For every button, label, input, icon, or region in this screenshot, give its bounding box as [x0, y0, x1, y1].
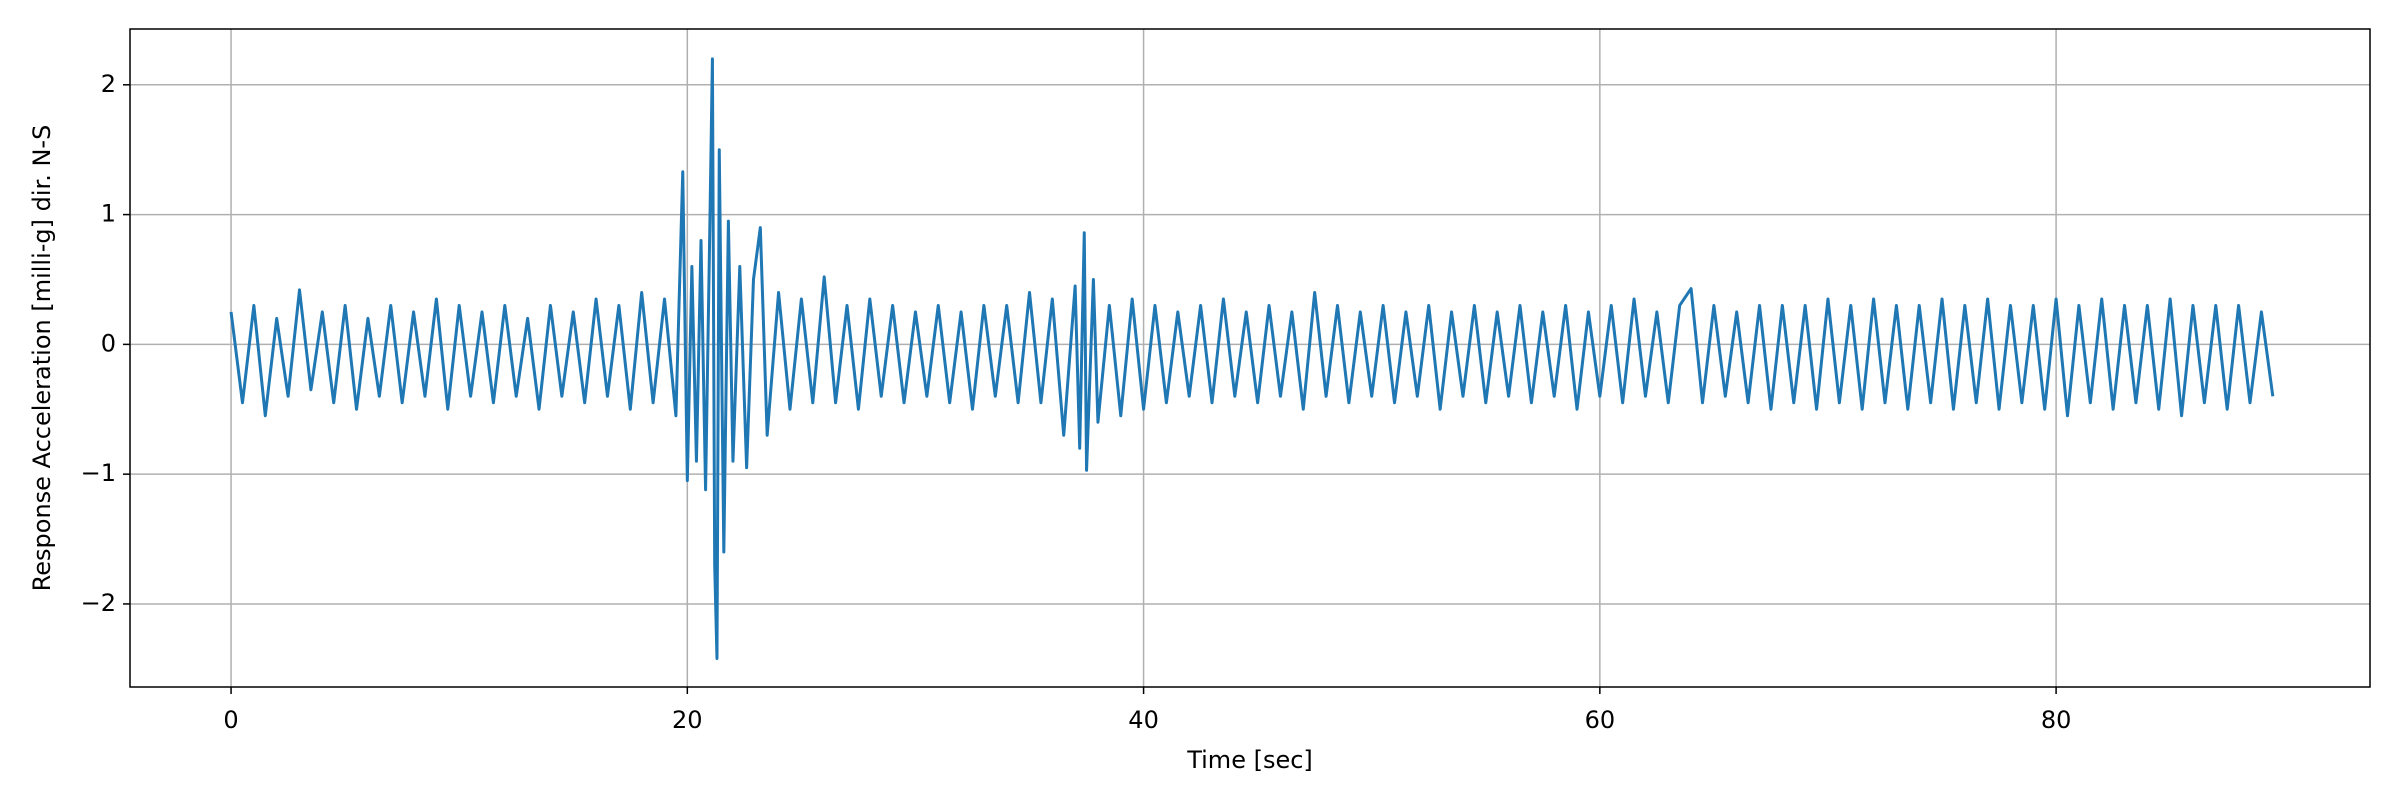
y-tick-label: −2 [81, 589, 116, 617]
plot-frame [129, 28, 2371, 688]
y-tick-label: 1 [101, 200, 116, 228]
x-tick-label: 60 [1585, 706, 1616, 734]
data-line [229, 57, 2275, 660]
x-tick-label: 20 [672, 706, 703, 734]
x-tick-label: 0 [223, 706, 238, 734]
y-tick-label: 0 [101, 329, 116, 357]
y-tick-label: −1 [81, 459, 116, 487]
y-axis-label: Response Acceleration [milli-g] dir. N-S [28, 125, 56, 592]
x-tick-label: 80 [2041, 706, 2072, 734]
x-axis-label: Time [sec] [1186, 746, 1313, 774]
y-tick-label: 2 [101, 70, 116, 98]
x-tick-label: 40 [1128, 706, 1159, 734]
